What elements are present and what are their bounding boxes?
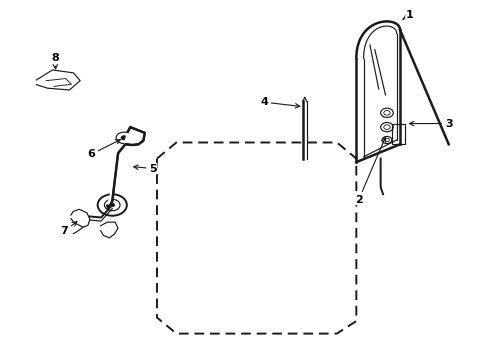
Text: 7: 7 <box>61 222 77 236</box>
Polygon shape <box>71 209 90 227</box>
Polygon shape <box>36 70 80 90</box>
Text: 8: 8 <box>51 53 59 69</box>
Bar <box>391 123 405 144</box>
Polygon shape <box>101 222 118 238</box>
Circle shape <box>110 203 115 207</box>
Circle shape <box>121 136 126 140</box>
Polygon shape <box>107 127 144 208</box>
Text: 3: 3 <box>408 118 451 129</box>
Text: 6: 6 <box>87 140 120 159</box>
Text: 1: 1 <box>402 10 413 20</box>
Text: 4: 4 <box>260 97 299 108</box>
Text: 5: 5 <box>134 163 157 174</box>
Text: 2: 2 <box>354 137 385 204</box>
